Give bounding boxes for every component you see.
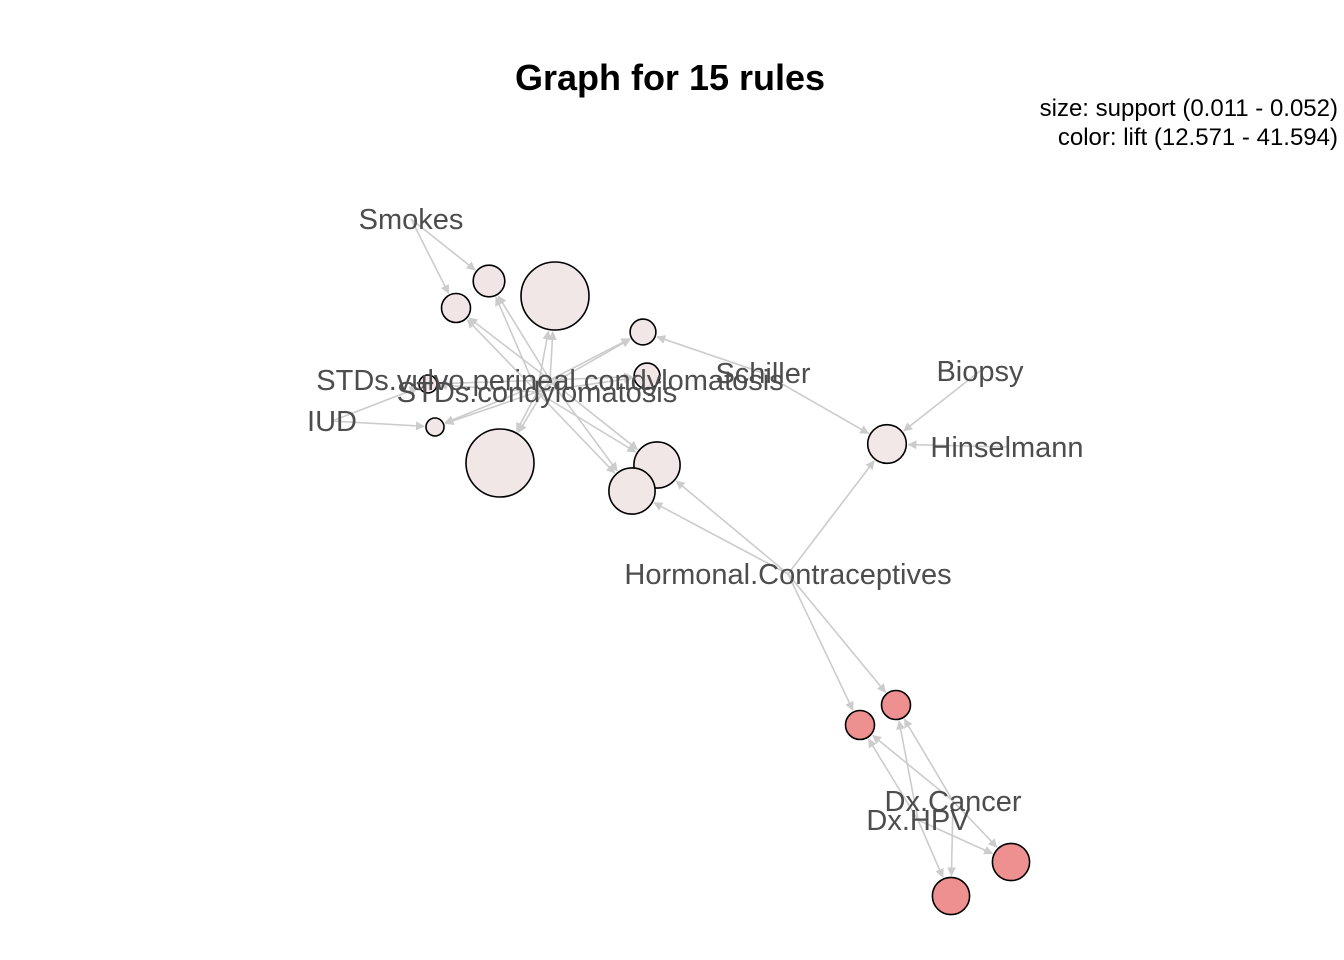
edge-dxcancer-r15: [947, 800, 957, 877]
rule-node-r1[interactable]: [472, 264, 506, 298]
edge-std_condy-r5: [536, 374, 634, 393]
item-label-std-condy: STDs.condylomatosis: [397, 377, 677, 409]
edge-std_condy-r10: [536, 391, 616, 474]
edge-dxcancer-r13: [903, 718, 954, 802]
edge-dxhpv-r14: [917, 819, 994, 855]
edge-hormonal-r12: [787, 573, 854, 711]
edge-std_condy-r2: [466, 319, 538, 393]
edge-std_vulvo-r9: [549, 379, 639, 451]
rule-node-r5[interactable]: [633, 362, 661, 390]
item-label-smokes: Smokes: [359, 204, 464, 236]
edge-std_condy-r1: [495, 296, 538, 393]
rule-node-r10[interactable]: [608, 467, 656, 515]
edge-std_condy-r4: [536, 338, 631, 393]
rule-node-r4[interactable]: [629, 318, 657, 346]
item-label-biopsy: Biopsy: [936, 356, 1024, 388]
item-label-dxhpv: Dx.HPV: [866, 805, 970, 837]
edge-hormonal-r11: [787, 460, 875, 575]
edge-std_condy-r9: [536, 391, 637, 453]
edge-dxhpv-r12: [867, 738, 919, 821]
item-label-iud: IUD: [307, 406, 357, 438]
edge-iud-r6: [331, 386, 419, 422]
item-label-hinselmann: Hinselmann: [930, 432, 1083, 464]
edge-std_vulvo-r5: [549, 372, 634, 382]
item-label-dxcancer: Dx.Cancer: [885, 786, 1022, 818]
edge-dxcancer-r14: [952, 800, 998, 848]
edge-std_condy-r6: [438, 380, 538, 393]
edge-std_condy-r3: [536, 330, 552, 393]
legend-size-text: size: support (0.011 - 0.052): [1040, 95, 1338, 122]
edge-hormonal-r10: [653, 502, 789, 575]
edge-hinselmann-r11: [907, 440, 1008, 450]
rule-node-r15[interactable]: [931, 876, 971, 916]
rule-node-r3[interactable]: [520, 261, 590, 331]
edge-std_vulvo-r10: [549, 379, 618, 472]
edge-schiller-r11: [762, 372, 870, 435]
item-label-hormonal: Hormonal.Contraceptives: [624, 559, 951, 591]
rule-node-r7[interactable]: [425, 417, 445, 437]
edge-dxcancer-r12: [872, 734, 954, 802]
edge-dxhpv-r15: [917, 819, 944, 878]
edge-iud-r7: [331, 420, 425, 431]
item-labels-layer: Smokes STDs.vulvo.perineal.condylomatosis…: [307, 204, 1084, 837]
edge-std_vulvo-r2: [468, 317, 551, 381]
edge-schiller-r4: [656, 335, 764, 374]
edge-hormonal-r9: [675, 480, 789, 575]
edge-std_condy-r8: [515, 391, 538, 432]
rule-nodes-layer: [418, 261, 1031, 916]
edge-std_condy-r7: [444, 391, 538, 426]
edge-biopsy-r11: [903, 370, 981, 432]
edge-std_vulvo-r4: [549, 338, 631, 381]
edge-smokes-r1: [410, 218, 476, 271]
rule-node-r14[interactable]: [991, 842, 1031, 882]
edge-smokes-r2: [410, 218, 450, 295]
item-label-schiller: Schiller: [715, 358, 810, 390]
edge-hormonal-r13: [787, 573, 887, 693]
rule-node-r8[interactable]: [465, 428, 535, 498]
item-label-std-vulvo: STDs.vulvo.perineal.condylomatosis: [316, 365, 783, 397]
legend-color-text: color: lift (12.571 - 41.594): [1058, 124, 1338, 151]
rule-node-r13[interactable]: [880, 689, 912, 721]
rule-node-r12[interactable]: [844, 709, 876, 741]
rule-node-r11[interactable]: [866, 423, 908, 465]
chart-title: Graph for 15 rules: [515, 57, 825, 98]
rule-node-r6[interactable]: [418, 374, 438, 394]
edges-layer: [331, 218, 1008, 878]
edge-std_vulvo-r3: [547, 331, 557, 381]
edge-dxhpv-r13: [896, 720, 919, 821]
rule-node-r2[interactable]: [440, 292, 472, 324]
